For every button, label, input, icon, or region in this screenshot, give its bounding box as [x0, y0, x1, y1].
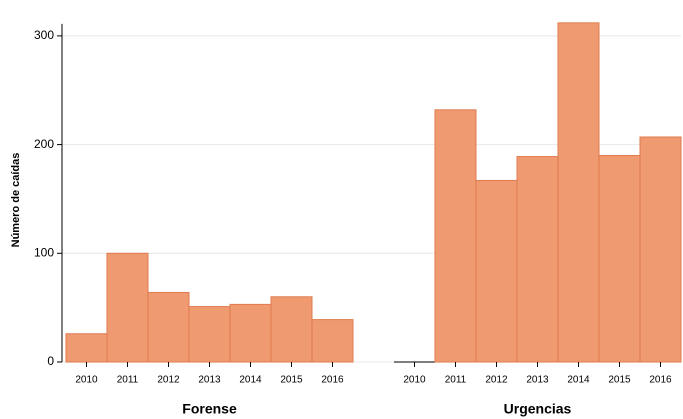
- y-tick-label: 100: [34, 245, 54, 259]
- x-tick-label: 2010: [75, 375, 98, 386]
- bar: [557, 22, 600, 363]
- group-label: Forense: [182, 401, 237, 417]
- x-tick-label: 2014: [239, 375, 262, 386]
- x-tick-label: 2015: [280, 375, 303, 386]
- group-label: Urgencias: [504, 401, 572, 417]
- y-axis-label: Número de caídas: [10, 153, 22, 248]
- bar: [311, 319, 354, 363]
- x-tick-label: 2011: [117, 375, 139, 386]
- x-tick-label: 2015: [608, 375, 631, 386]
- bar: [147, 291, 190, 363]
- bar: [188, 306, 231, 363]
- bar: [598, 154, 641, 363]
- y-tick-label: 300: [34, 28, 54, 42]
- bar: [65, 333, 108, 363]
- x-tick-label: 2014: [567, 375, 590, 386]
- bar: [270, 296, 313, 363]
- x-tick-label: 2013: [198, 375, 221, 386]
- x-tick-label: 2010: [403, 375, 426, 386]
- x-tick-label: 2016: [649, 375, 672, 386]
- x-tick-label: 2011: [445, 375, 467, 386]
- bar: [639, 136, 682, 363]
- x-tick-label: 2012: [485, 375, 508, 386]
- y-tick-label: 0: [47, 354, 54, 368]
- bar: [229, 303, 272, 363]
- bar: [516, 156, 559, 363]
- x-tick-label: 2016: [321, 375, 344, 386]
- y-tick-label: 200: [34, 137, 54, 151]
- bar: [434, 109, 477, 363]
- x-tick-label: 2012: [157, 375, 180, 386]
- bar: [106, 252, 149, 363]
- bar: [475, 179, 518, 363]
- x-tick-label: 2013: [526, 375, 549, 386]
